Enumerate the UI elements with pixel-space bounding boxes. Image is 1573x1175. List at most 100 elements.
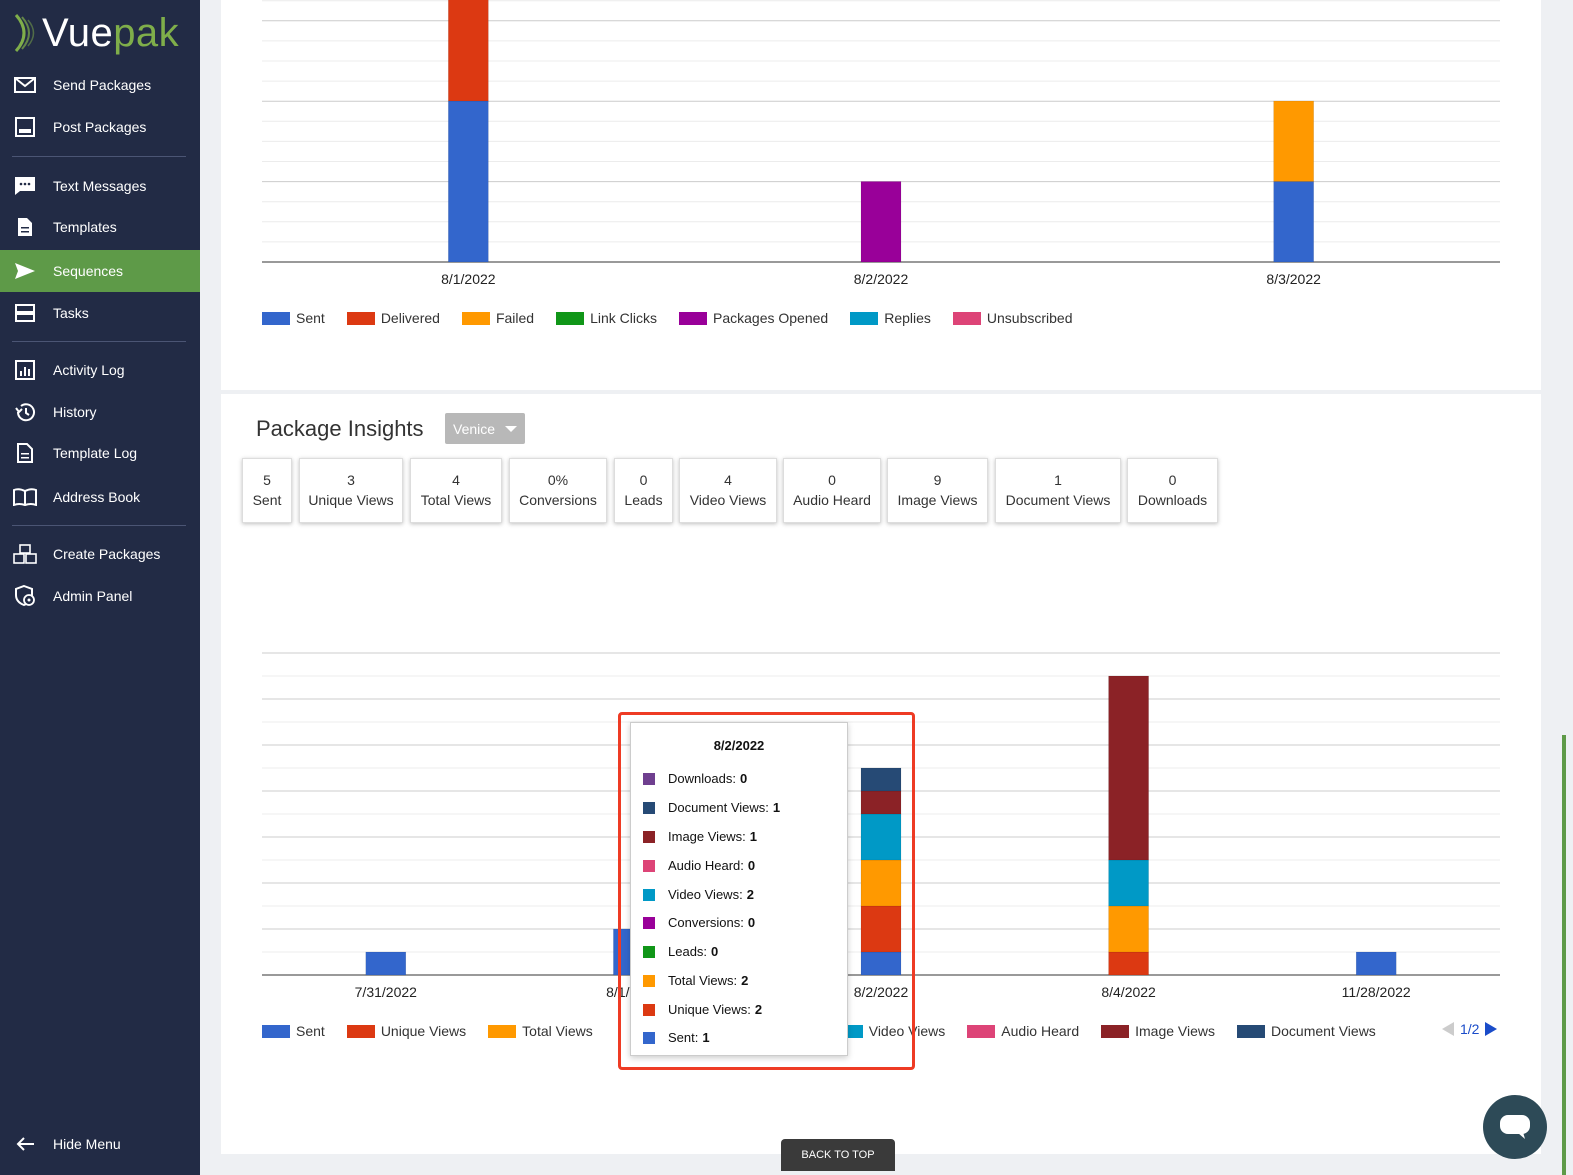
back-to-top-button[interactable]: BACK TO TOP <box>781 1139 895 1171</box>
legend-label: Sent <box>296 1023 325 1039</box>
bar-segment[interactable] <box>860 859 902 907</box>
stat-card-leads[interactable]: 0 Leads <box>614 458 673 523</box>
stat-label: Unique Views <box>308 492 394 508</box>
tooltip-value: 0 <box>747 858 756 873</box>
legend-item[interactable]: Replies <box>850 310 931 326</box>
tooltip-value: 1 <box>749 829 758 844</box>
bar-segment[interactable] <box>1108 675 1149 861</box>
bar-segment[interactable] <box>860 767 902 792</box>
legend-label: Video Views <box>868 1023 946 1039</box>
scrollbar-accent[interactable] <box>1562 735 1566 1175</box>
stat-card-video-views[interactable]: 4 Video Views <box>679 458 777 523</box>
pager-prev-icon[interactable] <box>1442 1022 1454 1036</box>
bar-segment[interactable] <box>860 181 902 263</box>
sidebar-item-label: Template Log <box>53 445 138 461</box>
stat-card-conversions[interactable]: 0% Conversions <box>509 458 607 523</box>
sidebar-item-text-messages[interactable]: Text Messages <box>0 166 200 206</box>
package-insights-title: Package Insights <box>256 416 424 441</box>
sidebar-item-post-packages[interactable]: Post Packages <box>0 107 200 147</box>
stat-card-audio-heard[interactable]: 0 Audio Heard <box>783 458 881 523</box>
bar-segment[interactable] <box>365 951 407 976</box>
x-tick-label: 7/31/2022 <box>355 984 417 1000</box>
legend-swatch <box>488 1024 517 1038</box>
legend-item[interactable]: Sent <box>262 310 325 326</box>
legend-item[interactable]: Failed <box>461 310 535 326</box>
sidebar-item-history[interactable]: History <box>0 392 200 432</box>
stat-card-image-views[interactable]: 9 Image Views <box>887 458 988 523</box>
legend-item[interactable]: Document Views <box>1237 1023 1376 1039</box>
arrow-left-icon <box>13 1133 37 1155</box>
tooltip-title: 8/2/2022 <box>713 738 765 753</box>
legend-item[interactable]: Link Clicks <box>556 310 657 326</box>
sidebar-item-label: Send Packages <box>53 77 152 93</box>
bar-segment[interactable] <box>1273 100 1314 182</box>
book-icon <box>13 486 37 508</box>
sidebar-item-sequences[interactable]: Sequences <box>0 250 200 292</box>
bar-segment[interactable] <box>1355 951 1397 976</box>
sidebar-item-address-book[interactable]: Address Book <box>0 477 200 517</box>
stat-card-downloads[interactable]: 0 Downloads <box>1127 458 1218 523</box>
tooltip-label: Downloads: <box>668 771 736 786</box>
stat-label: Downloads <box>1137 492 1208 508</box>
tooltip-value: 1 <box>702 1030 710 1045</box>
send-icon <box>13 260 37 282</box>
tooltip-swatch <box>643 859 655 872</box>
legend-label: Failed <box>495 310 535 326</box>
stat-value: 0 <box>1168 472 1177 488</box>
stat-card-total-views[interactable]: 4 Total Views <box>410 458 502 523</box>
chat-widget-button[interactable] <box>1483 1095 1547 1159</box>
legend-item[interactable]: Audio Heard <box>967 1023 1079 1039</box>
legend-item[interactable]: Unsubscribed <box>952 310 1073 326</box>
tooltip-label: Leads: <box>668 944 708 959</box>
sidebar-item-templates[interactable]: Templates <box>0 207 200 247</box>
stat-card-unique-views[interactable]: 3 Unique Views <box>299 458 403 523</box>
legend-label: Link Clicks <box>590 310 657 326</box>
tooltip-value: 0 <box>711 944 719 959</box>
document-outline-icon <box>13 442 37 464</box>
stat-label: Video Views <box>689 492 767 508</box>
sequence-select-dropdown[interactable]: Venice <box>445 413 525 444</box>
sidebar-item-create-packages[interactable]: Create Packages <box>0 534 200 574</box>
vuepak-logo[interactable]: Vuepak <box>12 8 179 58</box>
bar-segment[interactable] <box>1108 859 1149 907</box>
sidebar-item-label: Admin Panel <box>53 588 133 604</box>
legend-pager: 1/2 <box>1442 1021 1498 1037</box>
legend-swatch <box>346 311 375 325</box>
bar-segment[interactable] <box>860 905 902 953</box>
bar-segment[interactable] <box>1108 951 1149 976</box>
legend-swatch <box>967 1024 996 1038</box>
pager-next-icon[interactable] <box>1485 1022 1498 1036</box>
x-tick-label: 8/1/2022 <box>441 271 496 287</box>
x-tick-label: 8/4/2022 <box>1101 984 1156 1000</box>
tooltip-label: Document Views: <box>668 800 769 815</box>
hide-menu-button[interactable]: Hide Menu <box>0 1124 200 1164</box>
tooltip-row: Image Views: 1 <box>643 829 757 844</box>
sidebar-item-label: Templates <box>53 219 117 235</box>
tooltip-highlight-box <box>618 712 915 1070</box>
legend-item[interactable]: Sent <box>262 1023 325 1039</box>
sidebar-item-admin-panel[interactable]: Admin Panel <box>0 576 200 616</box>
sidebar-item-tasks[interactable]: Tasks <box>0 293 200 333</box>
bar-segment[interactable] <box>448 0 489 102</box>
stat-card-document-views[interactable]: 1 Document Views <box>995 458 1121 523</box>
logo-text-vue: Vue <box>42 10 114 55</box>
sidebar-item-activity-log[interactable]: Activity Log <box>0 350 200 390</box>
sidebar-item-label: Sequences <box>53 263 124 279</box>
bar-segment[interactable] <box>448 100 489 263</box>
tooltip-value: 2 <box>741 973 749 988</box>
sidebar-item-label: History <box>53 404 97 420</box>
legend-item[interactable]: Unique Views <box>346 1023 466 1039</box>
bar-segment[interactable] <box>1108 905 1149 953</box>
sidebar-item-send-packages[interactable]: Send Packages <box>0 65 200 105</box>
sidebar-item-template-log[interactable]: Template Log <box>0 433 200 473</box>
logo-text-pak: pak <box>113 10 180 55</box>
sidebar-item-label: Activity Log <box>53 362 125 378</box>
stat-card-sent[interactable]: 5 Sent <box>242 458 292 523</box>
legend-item[interactable]: Image Views <box>1101 1023 1215 1039</box>
sidebar-item-label: Tasks <box>53 305 89 321</box>
tooltip-swatch <box>643 801 655 814</box>
legend-item[interactable]: Delivered <box>346 310 440 326</box>
legend-item[interactable]: Packages Opened <box>679 310 828 326</box>
bar-segment[interactable] <box>1273 181 1314 263</box>
legend-item[interactable]: Total Views <box>488 1023 593 1039</box>
